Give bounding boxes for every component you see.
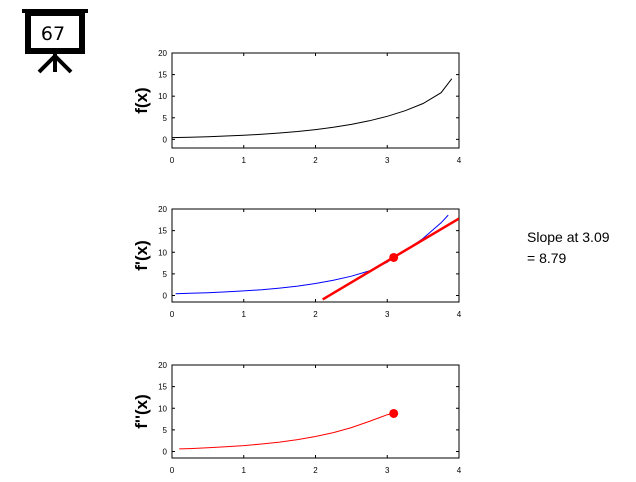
slope-annotation-line2: = 8.79 xyxy=(527,250,567,266)
x-tick-label: 4 xyxy=(457,466,462,475)
y-tick-label: 0 xyxy=(163,448,168,457)
y-tick-label: 20 xyxy=(158,205,167,214)
y-axis-label: f''(x) xyxy=(132,394,151,429)
x-tick-label: 2 xyxy=(313,310,318,319)
y-tick-label: 20 xyxy=(158,49,167,58)
chart-panel-2: 0 1 2 3 4 0 5 10 15 20 f'(x) xyxy=(132,205,462,319)
slope-annotation-line1: Slope at 3.09 xyxy=(527,229,610,245)
series-line xyxy=(175,214,449,295)
tangent-point-marker xyxy=(389,408,399,418)
y-tick-label: 5 xyxy=(163,114,168,123)
y-tick-label: 5 xyxy=(163,426,168,435)
x-tick-label: 3 xyxy=(385,156,390,165)
chart-panel-3: 0 1 2 3 4 0 5 10 15 20 f''(x) xyxy=(132,361,462,475)
x-tick-label: 2 xyxy=(313,466,318,475)
y-tick-label: 15 xyxy=(158,71,167,80)
x-tick-label: 1 xyxy=(242,310,247,319)
y-axis-label: f(x) xyxy=(132,87,151,113)
y-tick-label: 15 xyxy=(158,227,167,236)
x-tick-label: 0 xyxy=(170,310,175,319)
y-tick-label: 20 xyxy=(158,361,167,370)
slide-badge: 67 xyxy=(0,0,110,80)
series-line xyxy=(179,413,394,450)
chart-panel-1: 0 1 2 3 4 0 5 10 15 20 f(x) xyxy=(132,49,462,165)
y-tick-label: 15 xyxy=(158,383,167,392)
x-tick-label: 3 xyxy=(385,310,390,319)
x-tick-label: 4 xyxy=(457,156,462,165)
slide-number: 67 xyxy=(40,23,66,45)
series-line xyxy=(172,78,453,139)
y-tick-label: 0 xyxy=(163,292,168,301)
y-tick-label: 10 xyxy=(158,248,167,257)
axes-box xyxy=(171,52,460,149)
x-tick-label: 1 xyxy=(242,156,247,165)
x-tick-label: 3 xyxy=(385,466,390,475)
y-tick-label: 10 xyxy=(158,404,167,413)
axes-box xyxy=(171,208,460,303)
x-tick-label: 2 xyxy=(313,156,318,165)
x-tick-label: 4 xyxy=(457,310,462,319)
axes-box xyxy=(171,364,460,459)
tangent-point-marker xyxy=(389,252,399,262)
x-tick-label: 1 xyxy=(242,466,247,475)
y-axis-label: f'(x) xyxy=(132,240,151,270)
projector-screen-icon xyxy=(22,9,88,74)
y-tick-label: 0 xyxy=(163,135,168,144)
x-tick-label: 0 xyxy=(170,156,175,165)
y-tick-label: 10 xyxy=(158,92,167,101)
x-tick-label: 0 xyxy=(170,466,175,475)
y-tick-label: 5 xyxy=(163,270,168,279)
